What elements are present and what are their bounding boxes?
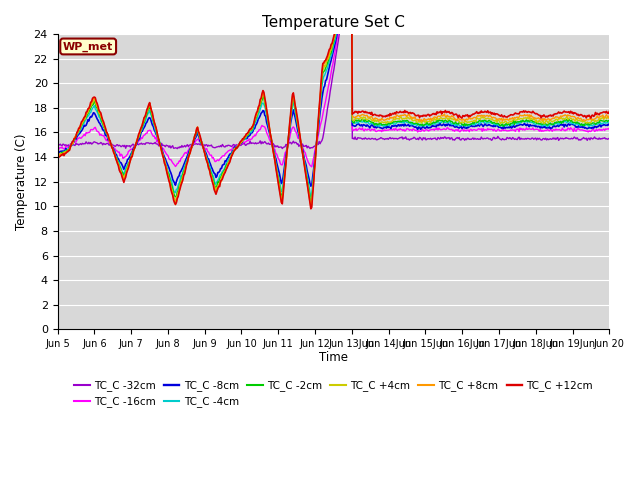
TC_C +4cm [196,132,204,138]
TC_C -8cm [605,122,613,128]
TC_C -32cm [424,136,432,142]
TC_C +8cm [196,132,204,138]
TC_C +4cm [471,118,479,123]
TC_C +8cm [303,180,311,186]
TC_C -8cm [303,168,311,174]
TC_C -4cm [196,133,204,139]
TC_C -32cm [196,142,204,148]
Line: TC_C -16cm: TC_C -16cm [58,0,609,167]
X-axis label: Time: Time [319,350,348,364]
TC_C -2cm [471,120,479,125]
TC_C -16cm [54,145,61,151]
TC_C -8cm [307,183,315,189]
TC_C -2cm [303,177,311,182]
TC_C +4cm [381,120,388,125]
TC_C +8cm [381,117,388,123]
TC_C +12cm [54,154,61,160]
TC_C +12cm [471,110,479,116]
TC_C +8cm [471,115,479,120]
Legend: TC_C -32cm, TC_C -16cm, TC_C -8cm, TC_C -4cm, TC_C -2cm, TC_C +4cm, TC_C +8cm, T: TC_C -32cm, TC_C -16cm, TC_C -8cm, TC_C … [70,376,597,411]
TC_C -16cm [424,128,432,133]
TC_C -4cm [307,193,315,199]
TC_C +12cm [605,108,613,114]
TC_C +4cm [424,119,432,124]
TC_C -16cm [381,127,388,133]
Line: TC_C -4cm: TC_C -4cm [58,0,609,196]
TC_C -2cm [605,118,613,124]
Text: WP_met: WP_met [63,41,113,51]
TC_C -4cm [424,122,432,128]
TC_C +12cm [381,113,388,119]
Title: Temperature Set C: Temperature Set C [262,15,405,30]
TC_C +8cm [605,112,613,118]
TC_C -8cm [54,150,61,156]
TC_C +12cm [303,180,311,186]
TC_C -4cm [381,123,388,129]
TC_C -8cm [424,125,432,131]
TC_C -16cm [605,125,613,131]
TC_C -32cm [605,135,613,141]
TC_C -32cm [173,146,181,152]
TC_C -32cm [471,135,479,141]
TC_C -8cm [151,129,159,134]
TC_C -2cm [381,122,388,128]
TC_C +4cm [307,201,315,206]
TC_C -16cm [196,139,204,144]
TC_C +12cm [307,206,315,212]
TC_C -16cm [303,156,311,162]
TC_C -32cm [151,140,159,145]
TC_C +12cm [151,122,159,128]
Line: TC_C +12cm: TC_C +12cm [58,0,609,209]
TC_C -8cm [381,124,388,130]
TC_C -8cm [196,135,204,141]
TC_C +4cm [303,180,311,185]
TC_C +8cm [424,117,432,122]
TC_C -2cm [307,200,315,206]
TC_C -4cm [54,150,61,156]
TC_C -32cm [54,142,61,148]
TC_C -2cm [424,121,432,127]
Line: TC_C +8cm: TC_C +8cm [58,0,609,206]
TC_C -2cm [196,133,204,139]
TC_C -32cm [381,137,388,143]
TC_C +8cm [307,204,315,209]
TC_C +8cm [151,123,159,129]
TC_C -4cm [471,121,479,127]
TC_C -4cm [605,119,613,125]
TC_C +8cm [54,155,61,160]
TC_C -4cm [303,173,311,179]
TC_C -2cm [151,122,159,128]
TC_C -16cm [151,136,159,142]
TC_C -4cm [151,127,159,133]
TC_C -16cm [308,164,316,170]
TC_C -16cm [471,127,479,132]
TC_C +4cm [54,155,61,160]
TC_C +4cm [605,116,613,121]
TC_C -2cm [54,153,61,159]
TC_C -8cm [471,123,479,129]
TC_C +12cm [196,131,204,136]
Line: TC_C -2cm: TC_C -2cm [58,0,609,203]
TC_C +12cm [424,112,432,118]
TC_C -32cm [304,144,312,149]
TC_C +4cm [151,124,159,130]
Line: TC_C -32cm: TC_C -32cm [58,0,609,149]
Line: TC_C +4cm: TC_C +4cm [58,0,609,204]
Y-axis label: Temperature (C): Temperature (C) [15,133,28,230]
Line: TC_C -8cm: TC_C -8cm [58,0,609,186]
